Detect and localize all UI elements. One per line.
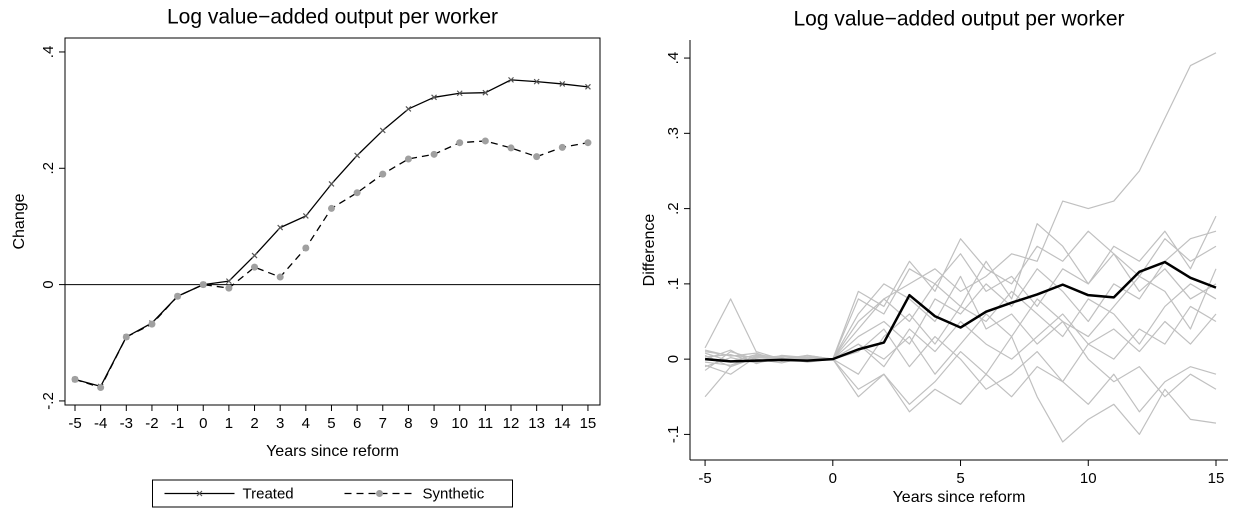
y-axis-title: Change xyxy=(11,193,28,249)
series-line xyxy=(704,275,1217,398)
x-tick-label: 10 xyxy=(1080,470,1097,487)
point-marker xyxy=(559,81,566,87)
point-marker xyxy=(122,333,130,341)
series-line xyxy=(74,140,589,389)
y-axis-title: Difference xyxy=(641,214,658,287)
point-marker xyxy=(225,278,232,285)
series-line xyxy=(704,260,1217,363)
x-axis-title: Years since reform xyxy=(266,443,399,460)
point-marker xyxy=(196,490,203,497)
y-tick-label: -.1 xyxy=(665,426,682,444)
point-marker xyxy=(327,204,335,212)
y-tick-label: .4 xyxy=(665,52,682,65)
series-line xyxy=(704,230,1217,368)
point-marker xyxy=(225,284,233,292)
point-marker xyxy=(328,181,335,187)
x-tick-label: -5 xyxy=(698,470,711,487)
point-marker xyxy=(174,292,182,300)
x-tick-label: 10 xyxy=(451,415,468,432)
point-marker xyxy=(533,153,541,161)
point-marker xyxy=(376,490,383,497)
point-marker xyxy=(430,150,438,158)
x-tick-label: 0 xyxy=(199,415,207,432)
x-tick-label: -5 xyxy=(68,415,81,432)
legend-label: Synthetic xyxy=(423,485,485,502)
x-tick-label: 6 xyxy=(353,415,361,432)
point-marker xyxy=(508,76,514,83)
point-marker xyxy=(558,143,566,151)
series-line xyxy=(704,298,1217,443)
point-marker xyxy=(97,384,105,392)
x-tick-label: 5 xyxy=(327,415,335,432)
point-marker xyxy=(353,189,361,197)
point-marker xyxy=(379,127,386,134)
y-tick-label: .3 xyxy=(665,127,682,140)
plot-frame xyxy=(64,37,601,406)
x-tick-label: 3 xyxy=(276,415,284,432)
x-tick-label: 2 xyxy=(250,415,258,432)
series-line xyxy=(705,305,1217,390)
point-marker xyxy=(379,170,387,178)
point-marker xyxy=(302,213,309,219)
x-tick-label: 5 xyxy=(956,470,964,487)
x-tick-label: -2 xyxy=(145,415,158,432)
chart-title: Log value−added output per worker xyxy=(167,6,498,29)
x-tick-label: 13 xyxy=(528,415,545,432)
y-tick-label: .4 xyxy=(40,46,57,59)
point-marker xyxy=(481,137,489,145)
point-marker xyxy=(148,320,156,328)
x-tick-label: 9 xyxy=(430,415,438,432)
point-marker xyxy=(533,78,540,85)
point-marker xyxy=(71,375,79,383)
point-marker xyxy=(456,139,464,147)
series-line xyxy=(74,79,589,388)
x-tick-label: -1 xyxy=(171,415,184,432)
legend-label: Treated xyxy=(243,485,294,502)
point-marker xyxy=(507,144,515,152)
point-marker xyxy=(585,83,591,90)
x-tick-label: 12 xyxy=(503,415,520,432)
y-tick-label: 0 xyxy=(40,280,57,288)
y-tick-label: .2 xyxy=(40,162,57,175)
x-tick-label: 0 xyxy=(829,470,837,487)
series-line xyxy=(704,283,1217,365)
point-marker xyxy=(354,152,361,159)
x-tick-label: 15 xyxy=(580,415,597,432)
point-marker xyxy=(584,139,592,147)
chart-title: Log value−added output per worker xyxy=(794,8,1125,31)
x-tick-label: 7 xyxy=(379,415,387,432)
point-marker xyxy=(404,155,412,163)
x-tick-label: 1 xyxy=(225,415,233,432)
series-line xyxy=(705,268,1217,375)
y-tick-label: -.2 xyxy=(40,392,57,410)
x-tick-label: 14 xyxy=(554,415,571,432)
x-tick-label: -4 xyxy=(94,415,107,432)
point-marker xyxy=(456,90,463,97)
x-tick-label: 4 xyxy=(302,415,310,432)
point-marker xyxy=(251,252,258,259)
point-marker xyxy=(431,94,437,101)
point-marker xyxy=(199,281,207,289)
point-marker xyxy=(482,89,489,96)
x-axis-title: Years since reform xyxy=(893,489,1026,506)
x-tick-label: 15 xyxy=(1208,470,1225,487)
point-marker xyxy=(302,244,310,252)
y-tick-label: 0 xyxy=(665,355,682,363)
point-marker xyxy=(277,224,284,231)
point-marker xyxy=(251,263,259,271)
y-tick-label: .1 xyxy=(665,278,682,291)
y-tick-label: .2 xyxy=(665,202,682,215)
legend: Treated Synthetic xyxy=(152,479,513,508)
x-tick-label: -3 xyxy=(120,415,133,432)
point-marker xyxy=(276,273,284,281)
x-tick-label: 8 xyxy=(404,415,412,432)
point-marker xyxy=(405,106,412,112)
series-line xyxy=(704,230,1217,371)
x-tick-label: 11 xyxy=(478,415,494,432)
